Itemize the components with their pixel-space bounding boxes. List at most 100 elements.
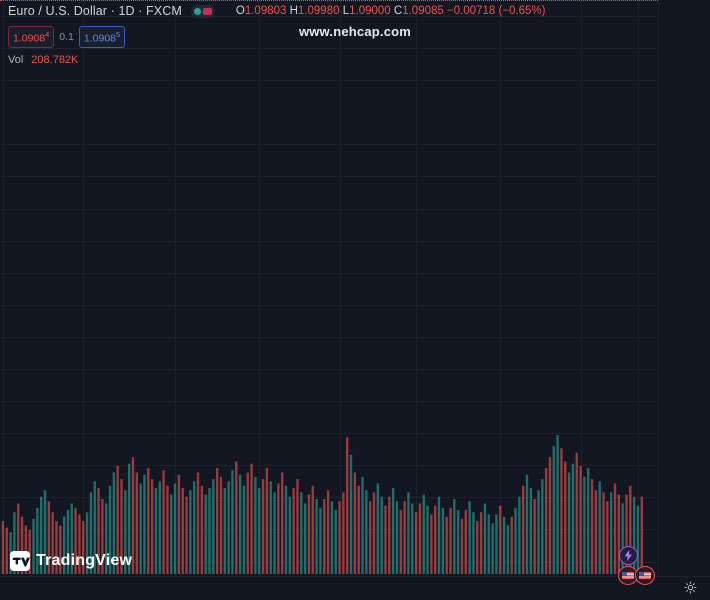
volume-bar (594, 490, 598, 574)
volume-bar (154, 487, 158, 574)
volume-bar (97, 487, 100, 574)
volume-bar (66, 510, 70, 574)
volume-bar (499, 505, 502, 574)
volume-bar (112, 472, 116, 574)
volume-bar (353, 472, 357, 574)
gridline-horizontal (0, 465, 658, 466)
chart-plot-area[interactable] (0, 0, 658, 576)
volume-bar (13, 512, 16, 574)
gridline-horizontal (0, 144, 658, 145)
volume-bar (200, 485, 204, 574)
volume-bar (85, 512, 89, 574)
volume-bar (636, 505, 640, 574)
price-axis[interactable] (658, 0, 710, 576)
volume-bar (617, 494, 621, 574)
volume-bar (544, 468, 548, 574)
gridline-horizontal (0, 273, 658, 274)
volume-bar (388, 496, 391, 574)
replay-back-button[interactable] (618, 566, 638, 585)
high-value: 1.09980 (297, 5, 340, 17)
volume-bar (632, 496, 636, 574)
volume-bar (548, 457, 552, 574)
volume-bar (575, 452, 578, 574)
high-label: H (289, 5, 298, 17)
volume-bar (441, 507, 445, 574)
volume-bar (460, 518, 464, 574)
volume-bar (55, 521, 58, 574)
bid-price-main: 1.0908 (13, 32, 46, 45)
volume-bar (131, 457, 135, 574)
gridline-horizontal (0, 401, 658, 402)
ask-price-sup: 5 (116, 30, 121, 39)
volume-bar (621, 503, 624, 574)
volume-bar (28, 529, 31, 574)
volume-bar (93, 481, 96, 574)
volume-bar (552, 446, 555, 574)
volume-bar (479, 512, 483, 574)
volume-bar (20, 516, 24, 574)
gridline-vertical (581, 0, 582, 576)
volume-bar (288, 496, 292, 574)
volume-bar (280, 472, 284, 574)
gear-icon[interactable] (684, 581, 697, 594)
volume-bar (315, 499, 318, 574)
volume-bar (170, 494, 173, 574)
volume-bar (74, 507, 77, 574)
volume-bar (464, 510, 467, 574)
open-value: 1.09803 (244, 5, 287, 17)
volume-bar (514, 507, 517, 574)
gridline-horizontal (0, 16, 658, 17)
volume-bar (300, 492, 303, 574)
volume-bar (556, 435, 559, 574)
volume-bar (181, 487, 184, 574)
volume-label: Vol (8, 53, 24, 66)
volume-bar (411, 503, 414, 574)
volume-bar (537, 490, 540, 574)
volume-bar (319, 507, 322, 574)
volume-bar (522, 485, 525, 574)
volume-bar (158, 481, 161, 574)
lightning-button[interactable] (619, 546, 638, 565)
symbol-title[interactable]: Euro / U.S. Dollar · 1D · FXCM (8, 4, 182, 18)
volume-bar (250, 463, 253, 574)
volume-bar (296, 479, 299, 574)
time-axis[interactable] (0, 576, 710, 600)
volume-bar (189, 490, 192, 574)
volume-bar (36, 507, 39, 574)
volume-bar (105, 503, 108, 574)
volume-bar (598, 481, 601, 574)
volume-bar (62, 516, 66, 574)
replay-forward-button[interactable] (635, 566, 655, 585)
volume-bar (143, 474, 146, 574)
volume-bar (495, 514, 498, 574)
volume-bar (47, 501, 50, 574)
volume-bar (437, 496, 441, 574)
volume-bar (391, 487, 395, 574)
volume-bar (472, 512, 475, 574)
gridline-horizontal (0, 209, 658, 210)
volume-bar (162, 470, 165, 574)
volume-bar (434, 505, 437, 574)
volume-bar (426, 505, 429, 574)
volume-bar (139, 483, 142, 574)
tradingview-logo[interactable]: TradingView (10, 551, 132, 571)
candlestick-series (1, 435, 643, 574)
ask-price-badge[interactable]: 1.09085 (78, 26, 126, 48)
tradingview-mark-icon (10, 551, 30, 571)
volume-bar (357, 485, 360, 574)
volume-bar (525, 474, 529, 574)
close-value: 1.09085 (402, 5, 444, 17)
volume-bar (330, 501, 334, 574)
bid-price-badge[interactable]: 1.09084 (8, 26, 55, 48)
volume-bar (380, 496, 383, 574)
volume-bar (89, 492, 93, 574)
gridline-vertical (83, 0, 84, 576)
volume-bar (196, 472, 200, 574)
volume-bar (365, 490, 368, 574)
volume-bar (101, 499, 104, 574)
spread-value: 0.1 (59, 30, 74, 43)
candles-toggle-icon[interactable] (190, 4, 215, 18)
volume-bar (529, 487, 533, 574)
volume-bar (238, 474, 242, 574)
tradingview-wordmark: TradingView (36, 552, 133, 569)
